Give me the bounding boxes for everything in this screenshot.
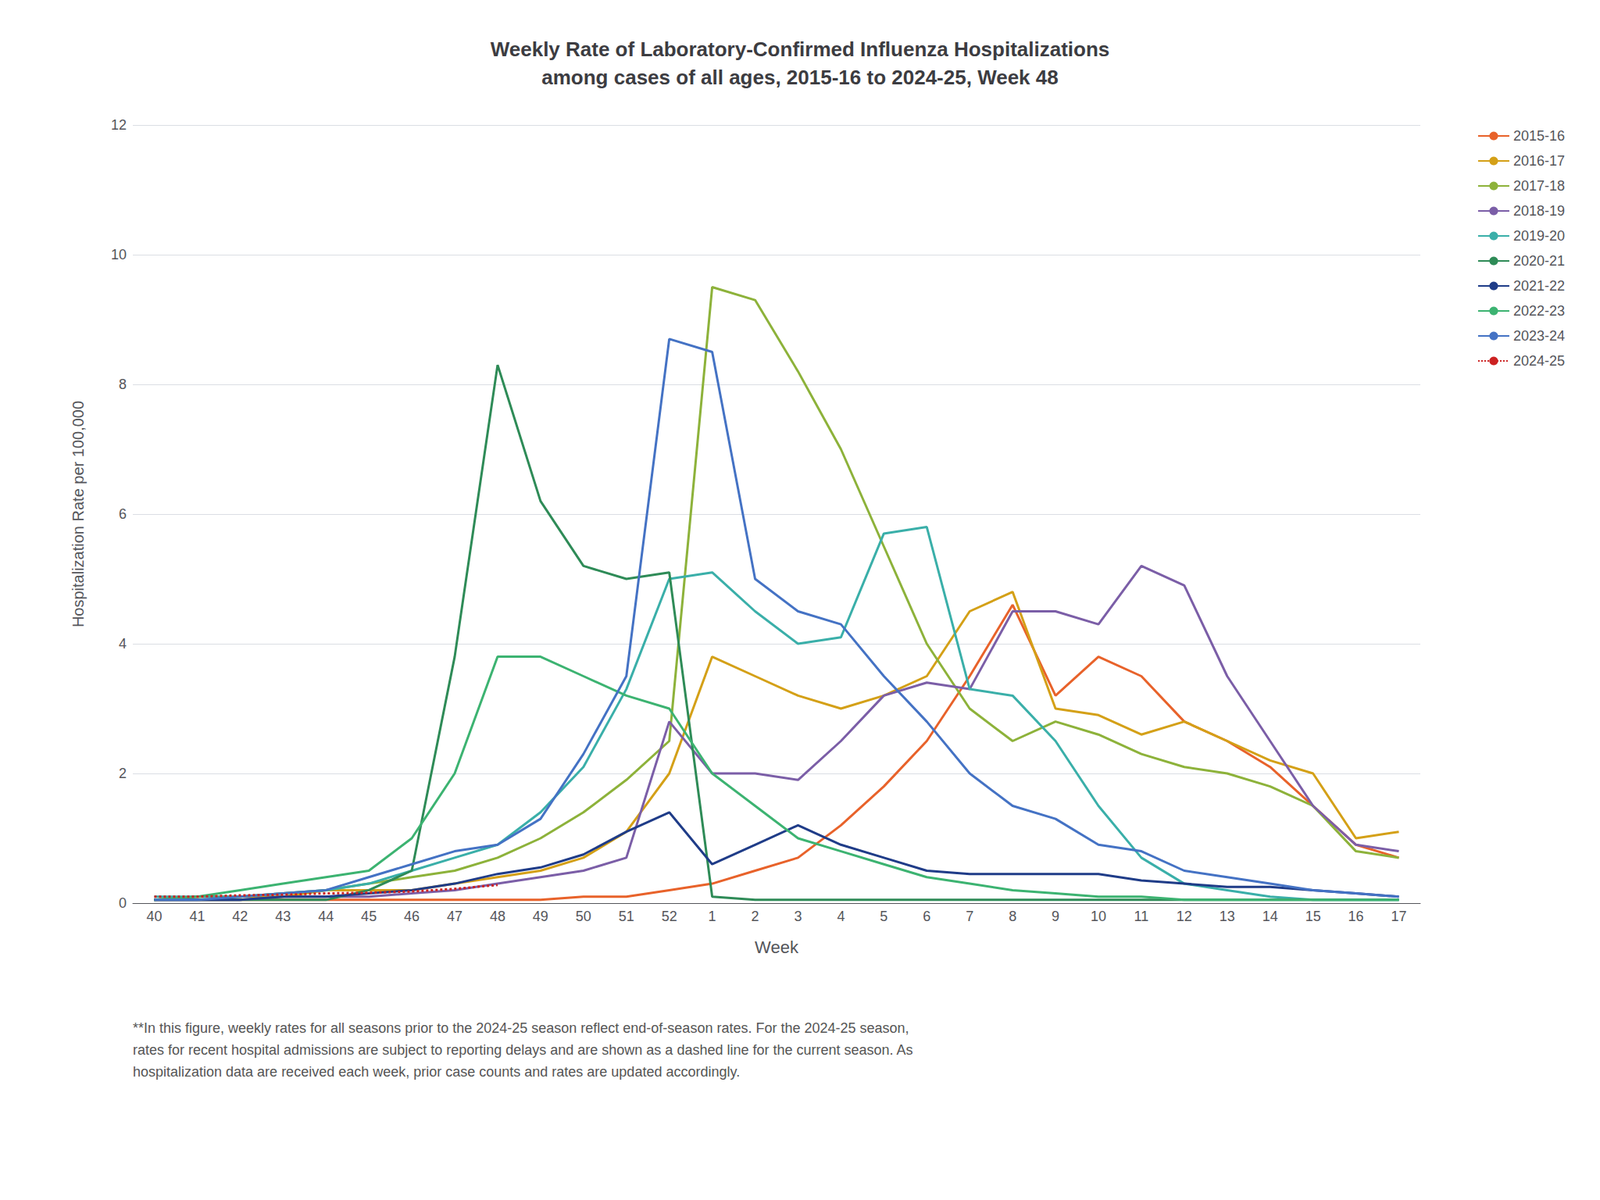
svg-text:**In this figure, weekly rates: **In this figure, weekly rates for all s… [132, 1020, 910, 1036]
svg-text:49: 49 [532, 908, 549, 925]
svg-text:40: 40 [146, 908, 162, 925]
svg-text:10: 10 [110, 246, 127, 263]
svg-text:51: 51 [618, 908, 635, 925]
svg-text:44: 44 [317, 908, 334, 925]
svg-text:2: 2 [751, 908, 760, 925]
svg-text:52: 52 [661, 908, 678, 925]
svg-text:4: 4 [836, 908, 845, 925]
svg-text:12: 12 [1176, 908, 1193, 925]
svg-text:43: 43 [275, 908, 291, 925]
svg-text:2023-24: 2023-24 [1513, 328, 1565, 344]
svg-text:1: 1 [708, 908, 717, 925]
svg-text:45: 45 [360, 908, 377, 925]
svg-text:47: 47 [446, 908, 463, 925]
svg-text:among cases of all ages, 2015-: among cases of all ages, 2015-16 to 2024… [541, 65, 1058, 90]
svg-text:15: 15 [1305, 908, 1322, 925]
svg-text:0: 0 [118, 895, 127, 911]
svg-text:2015-16: 2015-16 [1513, 128, 1565, 144]
svg-text:8: 8 [118, 376, 127, 393]
svg-text:Hospitalization Rate per 100,0: Hospitalization Rate per 100,000 [69, 400, 87, 628]
svg-text:3: 3 [793, 908, 802, 925]
svg-text:2018-19: 2018-19 [1513, 203, 1565, 219]
svg-text:2: 2 [118, 765, 127, 782]
svg-text:46: 46 [403, 908, 420, 925]
svg-text:2022-23: 2022-23 [1513, 303, 1565, 319]
svg-text:8: 8 [1008, 908, 1017, 925]
svg-text:2017-18: 2017-18 [1513, 178, 1565, 194]
svg-text:17: 17 [1391, 908, 1408, 925]
svg-text:41: 41 [189, 908, 205, 925]
svg-text:7: 7 [965, 908, 974, 925]
svg-text:9: 9 [1051, 908, 1060, 925]
svg-text:Weekly Rate of Laboratory-Conf: Weekly Rate of Laboratory-Confirmed Infl… [490, 37, 1111, 61]
svg-text:14: 14 [1262, 908, 1279, 925]
svg-text:5: 5 [879, 908, 888, 925]
svg-text:4: 4 [118, 635, 127, 652]
svg-text:50: 50 [575, 908, 592, 925]
svg-text:42: 42 [232, 908, 248, 925]
svg-text:Week: Week [754, 937, 800, 958]
svg-text:48: 48 [489, 908, 506, 925]
svg-text:2024-25: 2024-25 [1513, 353, 1565, 369]
svg-text:12: 12 [110, 117, 127, 133]
svg-text:10: 10 [1090, 908, 1107, 925]
svg-text:16: 16 [1348, 908, 1365, 925]
svg-text:2019-20: 2019-20 [1513, 228, 1565, 244]
svg-text:2016-17: 2016-17 [1513, 153, 1565, 169]
svg-text:2020-21: 2020-21 [1513, 253, 1565, 269]
svg-text:6: 6 [118, 506, 127, 522]
svg-text:11: 11 [1134, 908, 1150, 925]
svg-text:rates for recent hospital admi: rates for recent hospital admissions are… [132, 1042, 914, 1058]
svg-text:hospitalization data are recei: hospitalization data are received each w… [132, 1064, 740, 1080]
svg-text:6: 6 [922, 908, 931, 925]
svg-text:2021-22: 2021-22 [1513, 278, 1565, 294]
svg-text:13: 13 [1219, 908, 1236, 925]
